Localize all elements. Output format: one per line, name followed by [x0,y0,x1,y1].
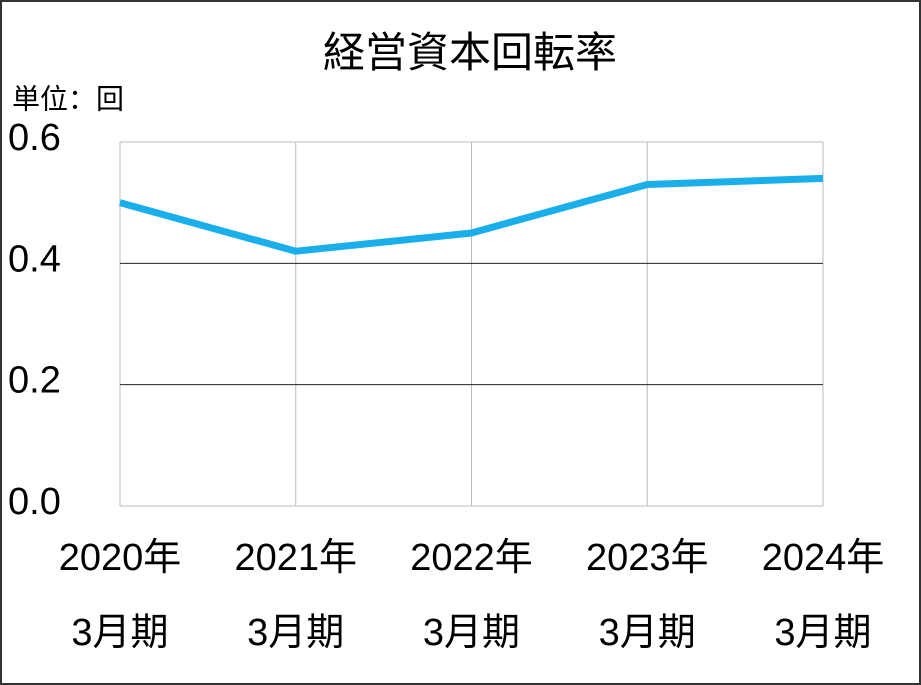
x-tick-label: 3月期 [774,612,871,654]
x-tick-label: 3月期 [71,612,168,654]
x-tick-label: 2021年 [234,537,357,579]
x-tick-label: 2024年 [762,537,885,579]
x-tick-label: 3月期 [599,612,696,654]
x-tick-label: 3月期 [247,612,344,654]
y-unit-label: 単位：回 [12,83,124,114]
y-tick-label: 0.6 [8,117,61,159]
x-tick-label: 3月期 [423,612,520,654]
y-tick-label: 0.2 [8,360,61,402]
x-tick-label: 2022年 [410,537,533,579]
x-tick-label: 2023年 [586,537,709,579]
y-tick-label: 0.0 [8,481,61,523]
series-line [119,174,824,255]
chart-title: 経営資本回転率 [323,29,617,76]
x-tick-label: 2020年 [59,537,182,579]
y-tick-label: 0.4 [8,238,61,280]
